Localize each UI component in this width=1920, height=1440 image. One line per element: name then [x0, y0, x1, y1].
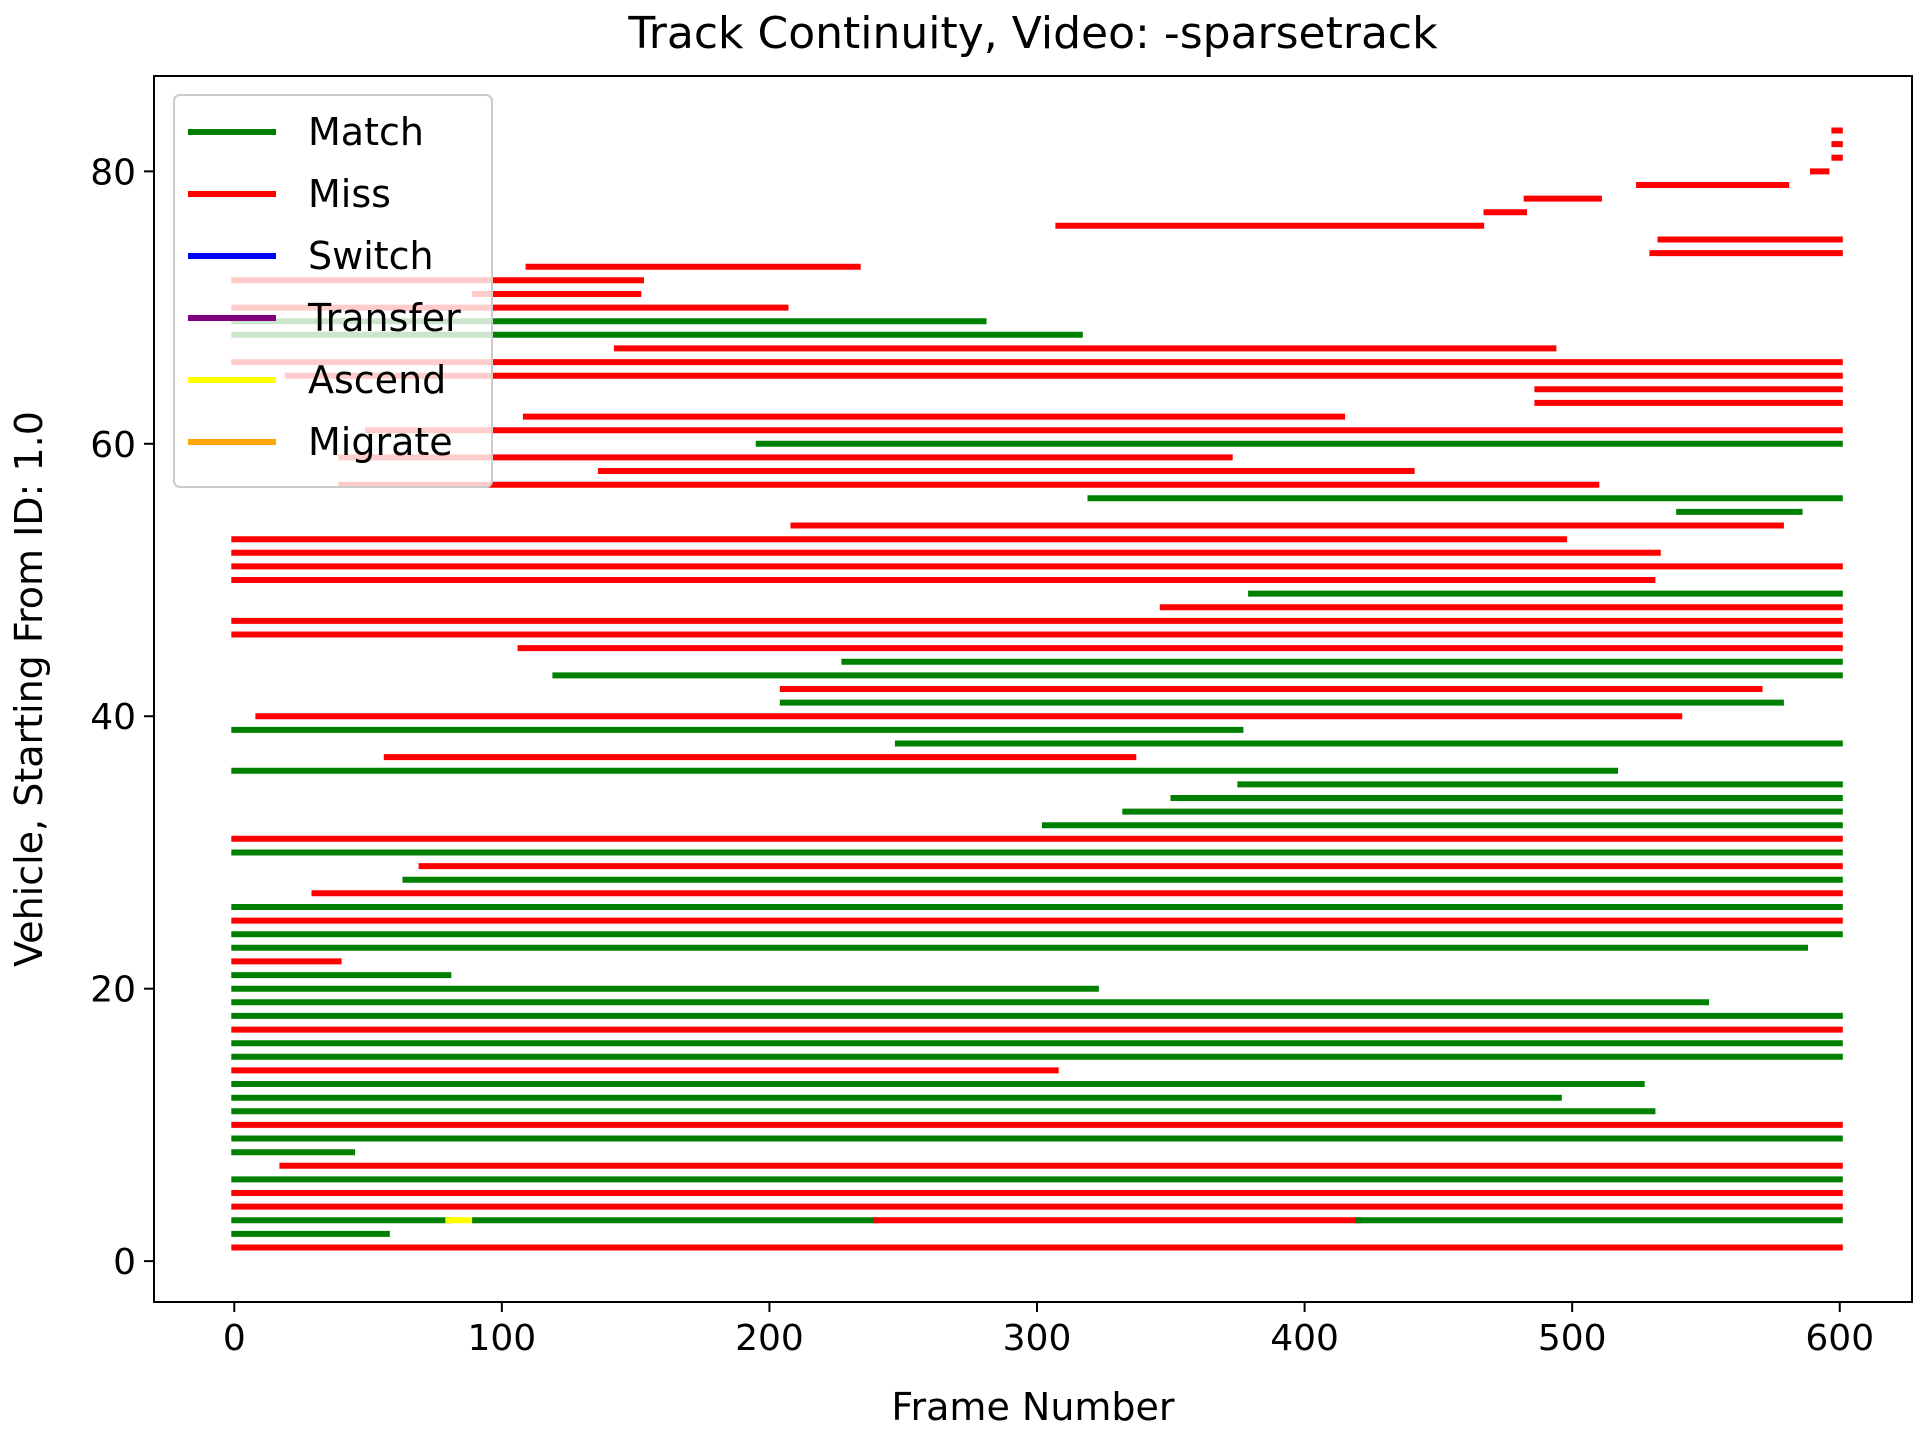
y-tick-label: 40 [90, 697, 136, 738]
y-tick-label: 60 [90, 425, 136, 466]
y-tick-label: 80 [90, 152, 136, 193]
legend-label-switch: Switch [308, 234, 434, 278]
x-tick-label: 300 [1003, 1318, 1072, 1359]
legend-label-migrate: Migrate [308, 420, 453, 464]
legend-label-miss: Miss [308, 172, 391, 216]
x-axis-label: Frame Number [891, 1385, 1175, 1429]
legend-label-match: Match [308, 110, 424, 154]
y-tick-label: 0 [113, 1242, 136, 1283]
y-axis-label: Vehicle, Starting From ID: 1.0 [7, 411, 51, 967]
legend-label-ascend: Ascend [308, 358, 446, 402]
x-tick-label: 600 [1805, 1318, 1874, 1359]
x-axis-ticks: 0 100 200 300 400 500 600 [223, 1302, 1874, 1359]
tracks-layer [231, 127, 1843, 1251]
x-tick-label: 100 [467, 1318, 536, 1359]
y-tick-label: 20 [90, 970, 136, 1011]
x-tick-label: 400 [1270, 1318, 1339, 1359]
legend: Match Miss Switch Transfer Ascend Migrate [173, 94, 493, 488]
x-tick-label: 0 [223, 1318, 246, 1359]
plot-frame [153, 75, 1913, 1303]
legend-label-transfer: Transfer [307, 296, 461, 340]
x-tick-label: 500 [1538, 1318, 1607, 1359]
x-tick-label: 200 [735, 1318, 804, 1359]
y-axis-ticks: 0 20 40 60 80 [90, 152, 154, 1283]
chart-title: Track Continuity, Video: -sparsetrack [627, 8, 1438, 59]
